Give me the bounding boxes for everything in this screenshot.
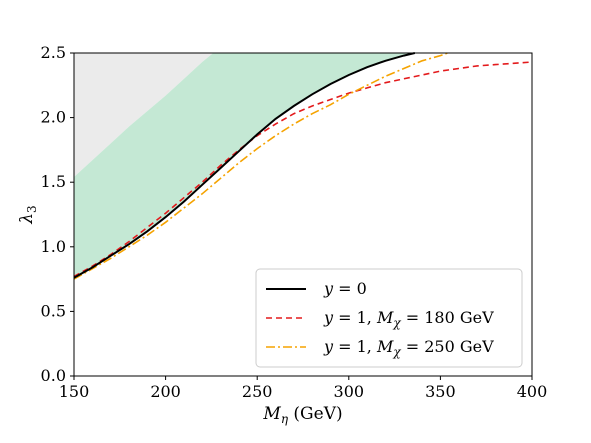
x-tick-label: 150	[59, 382, 90, 401]
y-tick-label: 2.0	[41, 108, 66, 127]
legend-label-1: y = 1, Mχ = 180 GeV	[323, 308, 494, 330]
series-layer	[73, 52, 533, 280]
plot-frame	[73, 52, 533, 377]
series-line-2	[73, 52, 448, 280]
x-tick-label: 400	[517, 382, 548, 401]
y-tick-label: 0.0	[41, 366, 66, 385]
x-tick-label: 250	[242, 382, 273, 401]
excluded-region	[74, 53, 214, 178]
legend: y = 0 y = 1, Mχ = 180 GeV y = 1, Mχ = 250 …	[255, 268, 523, 368]
y-tick-label: 0.5	[41, 301, 66, 320]
legend-box	[255, 268, 523, 368]
x-axis-label: Mη (GeV)	[262, 404, 342, 426]
series-line-1	[73, 61, 533, 278]
x-tick-label: 200	[150, 382, 181, 401]
legend-label-0: y = 0	[323, 279, 367, 298]
y-axis: 0.0 0.5 1.0 1.5 2.0 2.5	[41, 43, 74, 385]
x-axis: 150 200 250 300 350 400	[59, 376, 548, 401]
legend-label-2: y = 1, Mχ = 250 GeV	[323, 337, 494, 359]
y-tick-label: 1.5	[41, 172, 66, 191]
x-tick-label: 350	[425, 382, 456, 401]
x-tick-label: 300	[334, 382, 365, 401]
y-tick-label: 1.0	[41, 237, 66, 256]
y-axis-label: λ3	[17, 205, 39, 224]
y-tick-label: 2.5	[41, 43, 66, 62]
series-line-0	[73, 52, 416, 279]
